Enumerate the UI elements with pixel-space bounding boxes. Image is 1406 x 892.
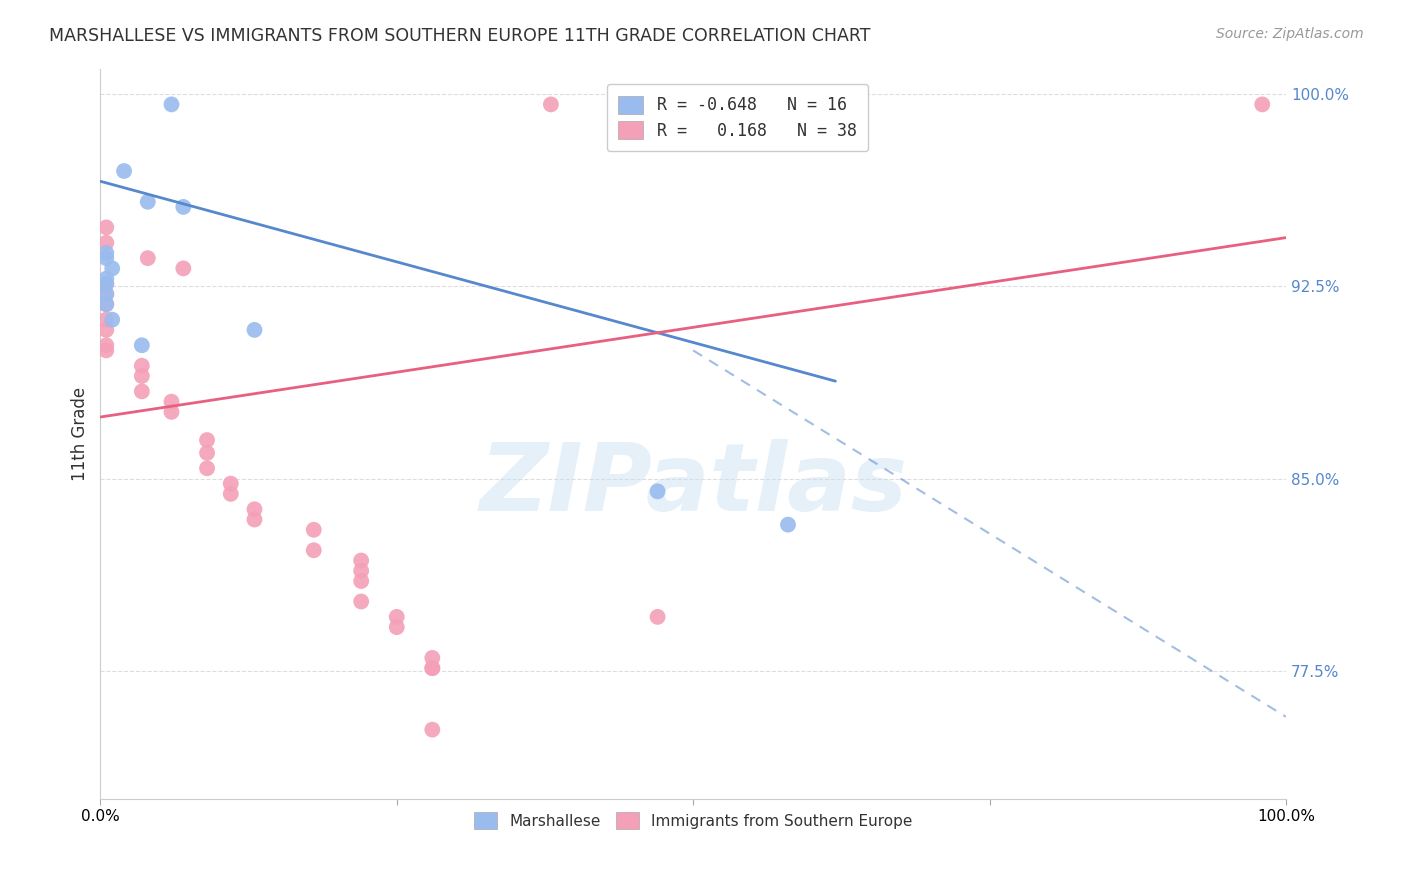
Point <box>96 287 118 301</box>
Point <box>96 277 118 291</box>
Point <box>195 446 218 460</box>
Point <box>136 251 159 265</box>
Legend: Marshallese, Immigrants from Southern Europe: Marshallese, Immigrants from Southern Eu… <box>468 806 918 835</box>
Point <box>420 661 443 675</box>
Point <box>131 369 153 384</box>
Point <box>350 594 373 608</box>
Point <box>243 502 266 516</box>
Point <box>172 200 194 214</box>
Point <box>96 246 118 260</box>
Point <box>136 194 159 209</box>
Point <box>96 297 118 311</box>
Point <box>219 487 242 501</box>
Point <box>420 661 443 675</box>
Point <box>243 323 266 337</box>
Point <box>96 323 118 337</box>
Point <box>96 297 118 311</box>
Point <box>420 651 443 665</box>
Point <box>131 384 153 399</box>
Point <box>350 564 373 578</box>
Point <box>131 338 153 352</box>
Y-axis label: 11th Grade: 11th Grade <box>72 386 89 481</box>
Point <box>1251 97 1274 112</box>
Point <box>302 523 325 537</box>
Point <box>350 553 373 567</box>
Point <box>96 338 118 352</box>
Point <box>101 261 124 276</box>
Point <box>96 287 118 301</box>
Point <box>96 235 118 250</box>
Point <box>385 610 408 624</box>
Point <box>96 220 118 235</box>
Point <box>160 405 183 419</box>
Text: Source: ZipAtlas.com: Source: ZipAtlas.com <box>1216 27 1364 41</box>
Point <box>101 312 124 326</box>
Point <box>112 164 135 178</box>
Point <box>96 271 118 285</box>
Point <box>420 723 443 737</box>
Point <box>243 512 266 526</box>
Point <box>195 433 218 447</box>
Point <box>195 461 218 475</box>
Point <box>776 517 799 532</box>
Point <box>160 394 183 409</box>
Point <box>96 312 118 326</box>
Point <box>96 343 118 358</box>
Text: ZIPatlas: ZIPatlas <box>479 439 907 531</box>
Point <box>160 97 183 112</box>
Point <box>219 476 242 491</box>
Point <box>385 620 408 634</box>
Point <box>647 484 669 499</box>
Point <box>302 543 325 558</box>
Point <box>172 261 194 276</box>
Point <box>96 277 118 291</box>
Text: MARSHALLESE VS IMMIGRANTS FROM SOUTHERN EUROPE 11TH GRADE CORRELATION CHART: MARSHALLESE VS IMMIGRANTS FROM SOUTHERN … <box>49 27 870 45</box>
Point <box>647 610 669 624</box>
Point <box>131 359 153 373</box>
Point <box>350 574 373 588</box>
Point <box>540 97 562 112</box>
Point <box>96 251 118 265</box>
